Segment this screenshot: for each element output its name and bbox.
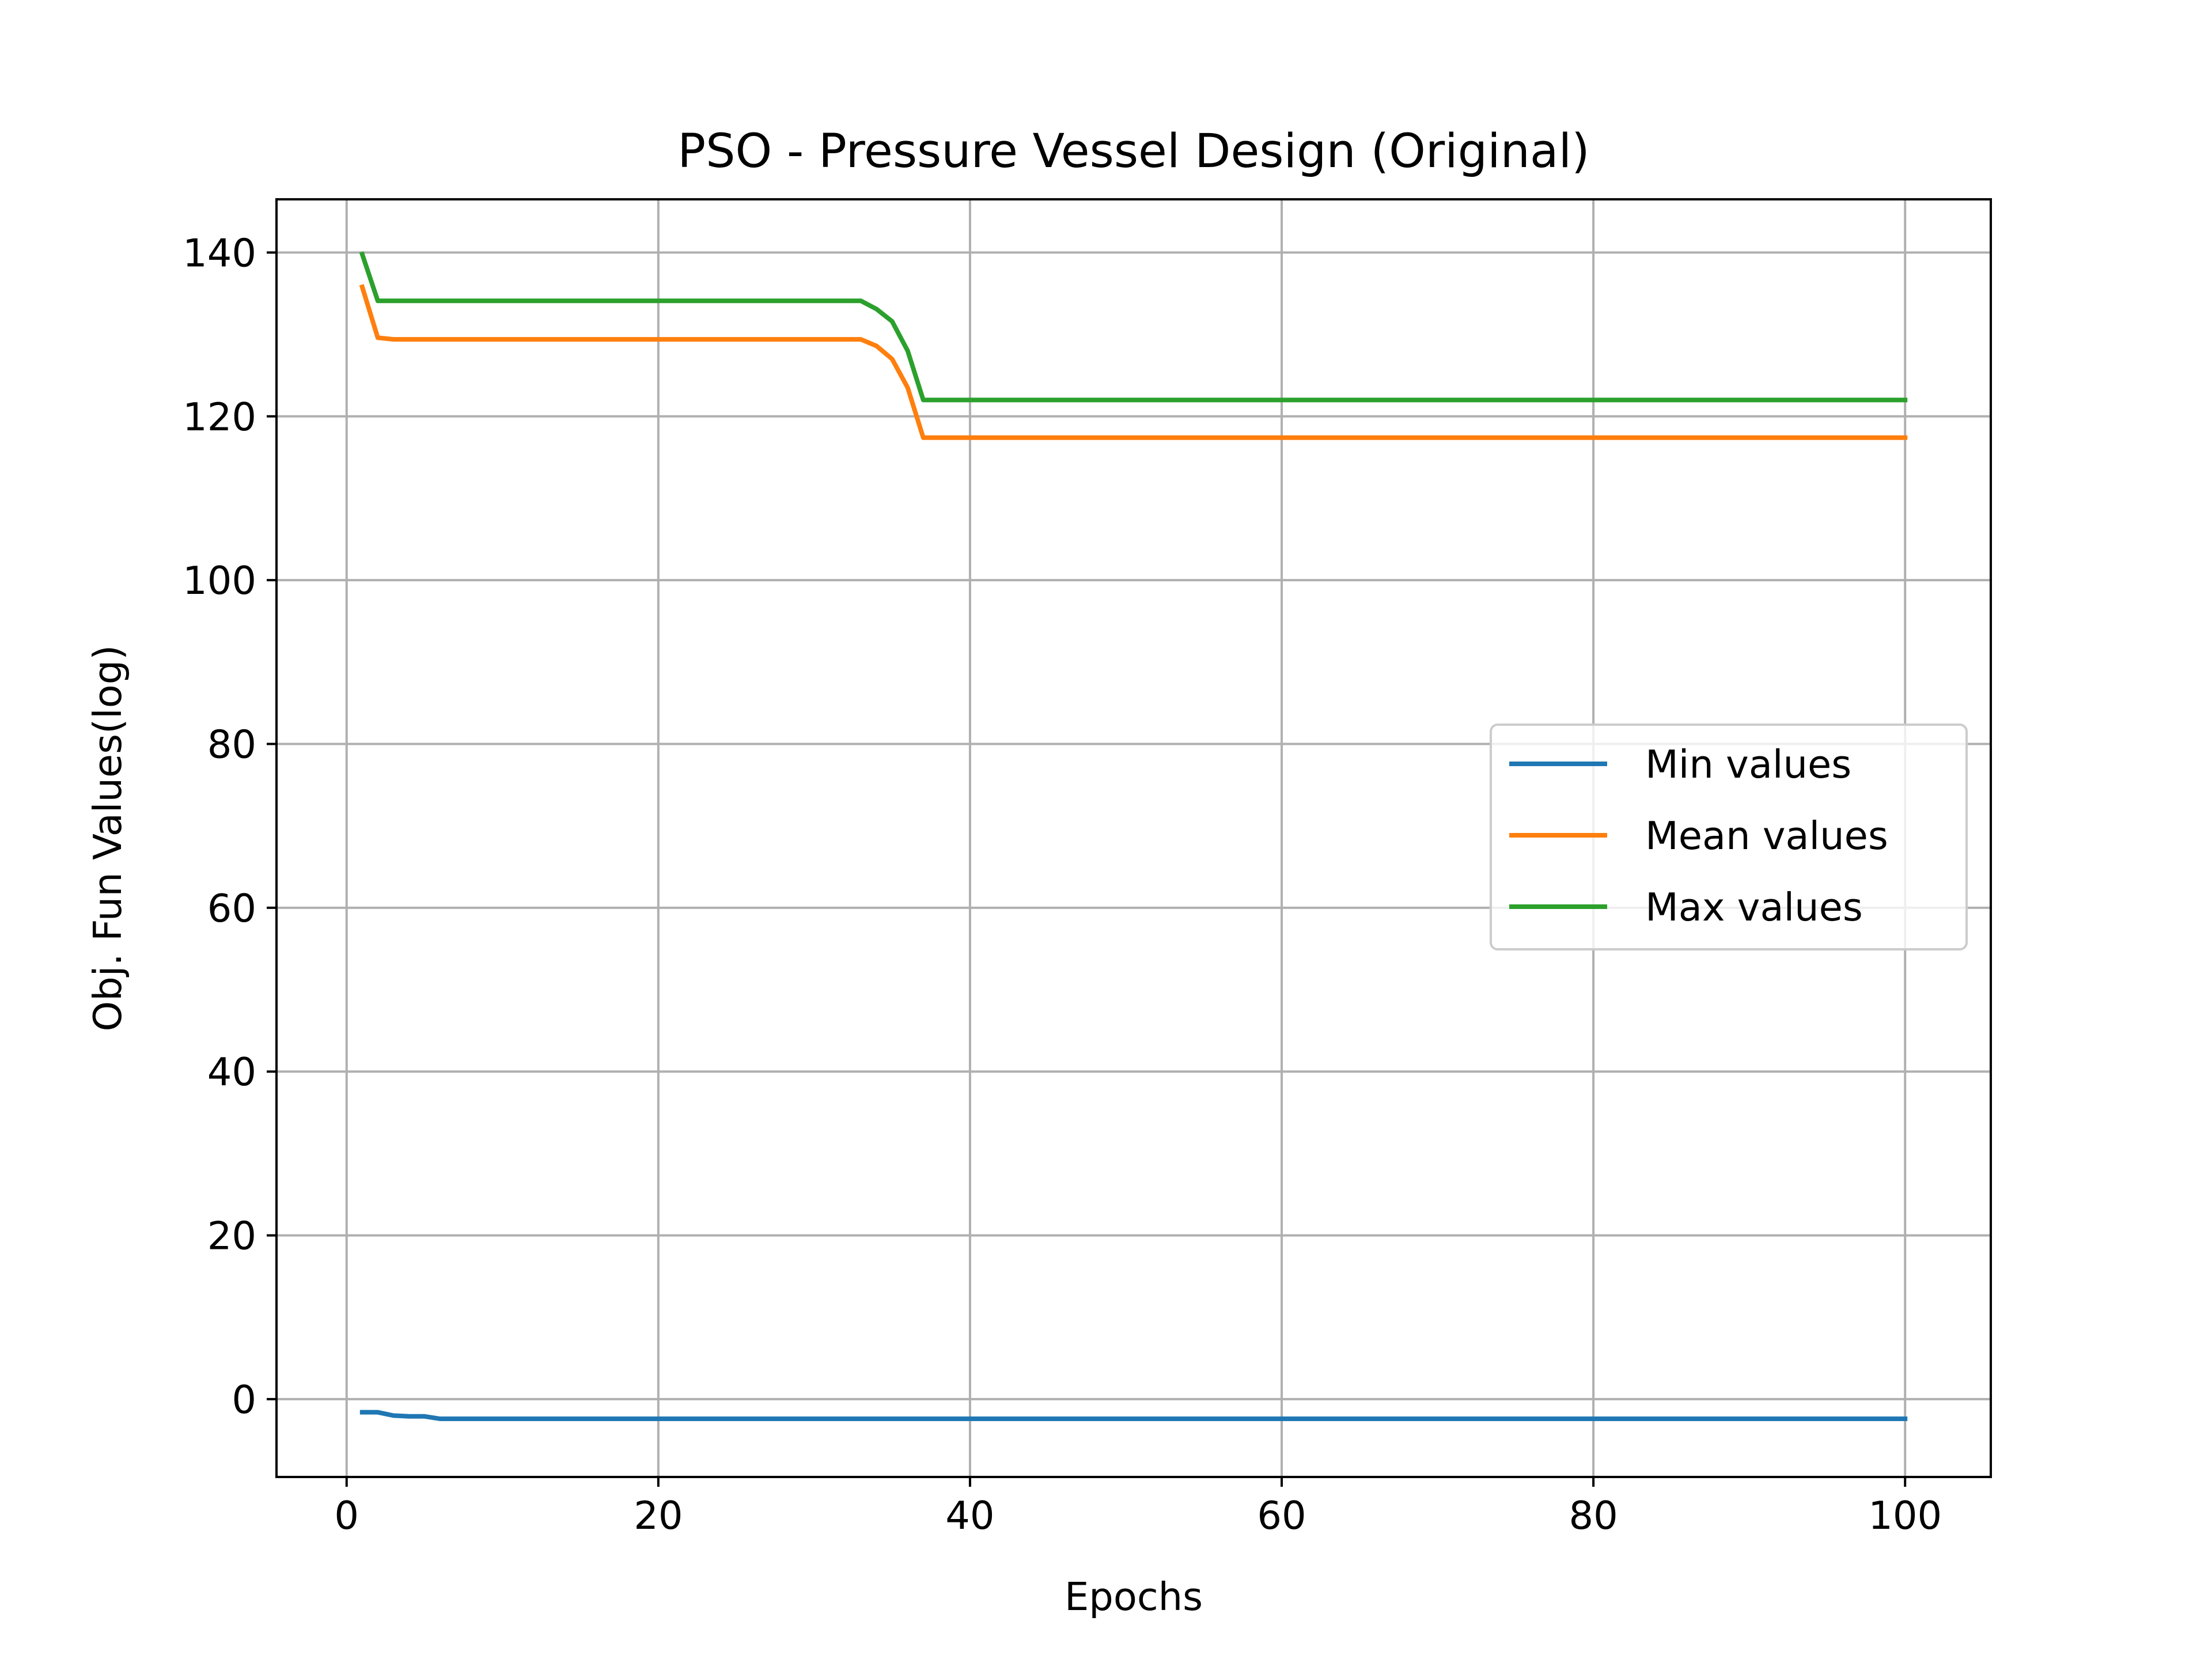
plot-frame xyxy=(275,198,1992,1478)
legend-label-max: Max values xyxy=(1645,885,1863,930)
legend-label-mean: Mean values xyxy=(1645,813,1888,858)
chart-title: PSO - Pressure Vessel Design (Original) xyxy=(677,124,1589,179)
legend-label-min: Min values xyxy=(1645,742,1851,787)
axis-ticks: 0 20 40 60 80 100 0 20 40 60 80 100 120 140 xyxy=(183,230,1942,1538)
y-tick-label: 20 xyxy=(207,1214,256,1259)
series-line-min xyxy=(359,1410,1908,1422)
y-tick-label: 120 xyxy=(183,395,256,440)
series-line-mean xyxy=(359,284,1908,440)
x-tick-label: 80 xyxy=(1569,1493,1618,1538)
legend: Min values Mean values Max values xyxy=(1490,724,1968,950)
y-tick-label: 80 xyxy=(207,722,256,767)
x-tick-label: 0 xyxy=(334,1493,359,1538)
y-tick-label: 40 xyxy=(207,1050,256,1094)
y-tick-label: 60 xyxy=(207,886,256,931)
x-tick-label: 20 xyxy=(634,1493,683,1538)
x-tick-label: 60 xyxy=(1257,1493,1306,1538)
legend-box xyxy=(1490,724,1968,950)
x-tick-label: 100 xyxy=(1868,1493,1942,1538)
series-lines xyxy=(359,251,1908,1422)
y-axis-title: Obj. Fun Values(log) xyxy=(85,645,130,1032)
y-tick-label: 140 xyxy=(183,230,256,275)
x-tick-label: 40 xyxy=(945,1493,994,1538)
series-line-max xyxy=(359,251,1908,403)
y-tick-label: 0 xyxy=(232,1377,256,1422)
y-tick-label: 100 xyxy=(183,558,256,603)
x-axis-title: Epochs xyxy=(1065,1574,1203,1619)
